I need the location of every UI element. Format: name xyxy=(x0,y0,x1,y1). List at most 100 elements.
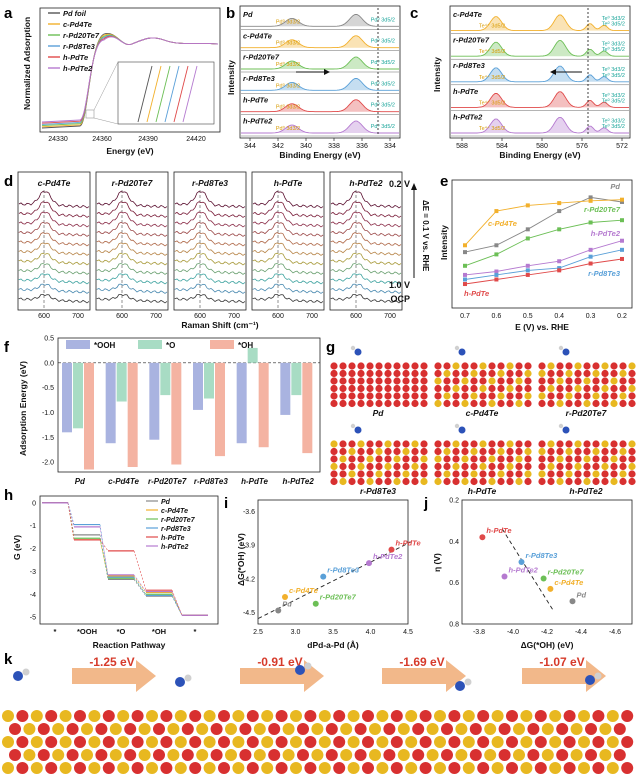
raman-subtitle: h-PdTe xyxy=(274,178,303,188)
raman-trace xyxy=(18,252,90,266)
tick-label: -2 xyxy=(30,546,36,553)
atom xyxy=(619,377,627,385)
atom xyxy=(506,455,514,463)
raman-subtitle: r-Pd8Te3 xyxy=(192,178,228,188)
atom xyxy=(610,392,618,400)
adsorbate-O xyxy=(354,348,362,356)
atom xyxy=(547,384,555,393)
point-h-PdTe xyxy=(388,546,395,553)
slab-atom xyxy=(419,710,432,722)
tick-label: 0.6 xyxy=(492,313,502,320)
slab-atom xyxy=(74,762,86,774)
adsorbate-O xyxy=(458,348,466,356)
atom xyxy=(488,399,496,408)
atom xyxy=(434,362,442,370)
atom xyxy=(497,399,505,408)
panel-i-xlabel: dPd-a-Pd (Å) xyxy=(307,640,359,650)
point-h-PdTe xyxy=(620,256,624,261)
slab-atom xyxy=(455,723,468,735)
atom xyxy=(628,447,636,456)
peak-label: Te⁰ 3d5/2 xyxy=(602,123,625,130)
point-Pd xyxy=(494,243,499,248)
tick-label: 576 xyxy=(576,143,588,150)
atom xyxy=(556,440,564,448)
connector xyxy=(67,502,75,540)
slab-atom xyxy=(397,749,410,761)
atom xyxy=(524,440,532,448)
atom xyxy=(592,470,600,478)
slab-atom xyxy=(124,749,137,761)
raman-frame xyxy=(329,171,403,311)
atom xyxy=(339,447,347,456)
slab-atom xyxy=(174,762,187,774)
slab-atom xyxy=(52,723,65,735)
tick-label: 0.4 xyxy=(449,539,459,546)
raman-trace xyxy=(174,232,246,247)
atom xyxy=(524,399,532,408)
connector xyxy=(67,502,75,527)
slab-atom xyxy=(246,762,259,774)
atom xyxy=(434,399,442,408)
atom xyxy=(402,455,410,463)
slab-atom xyxy=(606,710,619,722)
atom xyxy=(479,362,487,370)
raman-trace xyxy=(330,283,402,294)
atom xyxy=(375,377,383,385)
bar-*OOH xyxy=(62,362,72,433)
atom xyxy=(384,447,392,456)
row-label: r-Pd20Te7 xyxy=(453,36,490,45)
row-label: h-PdTe xyxy=(453,87,478,96)
adsorbate-H xyxy=(454,345,460,351)
row-label: h-PdTe2 xyxy=(453,112,483,121)
slab-atom xyxy=(549,762,562,774)
slab-atom xyxy=(167,723,180,735)
point-h-PdTe xyxy=(494,277,499,282)
point-label: r-Pd8Te3 xyxy=(526,551,559,560)
point-r-Pd8Te3 xyxy=(494,272,499,277)
step-label: *OH xyxy=(152,627,166,636)
slab-atom xyxy=(534,710,547,722)
panel-g-label: g xyxy=(326,339,335,356)
raman-trace xyxy=(330,263,402,275)
atom xyxy=(366,399,374,408)
slab-atom xyxy=(621,736,634,748)
atom xyxy=(420,362,428,370)
tick-label: -1.5 xyxy=(42,435,54,442)
slab-atom xyxy=(2,736,14,748)
point-r-Pd20Te7 xyxy=(494,252,499,257)
adsorbate-O xyxy=(458,426,466,434)
connector xyxy=(133,575,147,593)
peak-label: Pd⁰ 3d5/2 xyxy=(371,102,395,109)
bar-*OOH xyxy=(105,362,116,444)
atom xyxy=(443,455,451,463)
slab-atom xyxy=(290,762,302,774)
point-label: h-PdTe xyxy=(486,526,511,535)
adsorbate-H xyxy=(350,345,356,351)
atom xyxy=(348,399,356,408)
adsorbate-O xyxy=(562,426,570,434)
slab-atom xyxy=(225,749,237,761)
slab-atom xyxy=(290,736,302,748)
atom xyxy=(556,477,564,486)
slab-atom xyxy=(124,723,137,735)
point-h-PdTe2 xyxy=(525,263,530,268)
series-label: h-PdTe2 xyxy=(591,229,621,238)
raman-trace xyxy=(174,263,246,275)
atom xyxy=(420,440,428,448)
step-label: * xyxy=(194,627,197,636)
atom xyxy=(524,384,532,393)
atom xyxy=(515,470,523,478)
atom xyxy=(420,399,428,408)
slab-atom xyxy=(477,762,490,774)
tick-label: 600 xyxy=(272,313,284,320)
raman-trace xyxy=(18,263,90,275)
point-r-Pd20Te7 xyxy=(463,263,467,268)
atom xyxy=(583,392,591,400)
slab-atom xyxy=(225,723,237,735)
atom xyxy=(470,470,478,478)
atom xyxy=(393,362,401,370)
slab-atom xyxy=(405,762,418,774)
adsorbate-O xyxy=(354,426,362,434)
raman-trace xyxy=(96,294,168,304)
panel-b-label: b xyxy=(226,5,235,22)
